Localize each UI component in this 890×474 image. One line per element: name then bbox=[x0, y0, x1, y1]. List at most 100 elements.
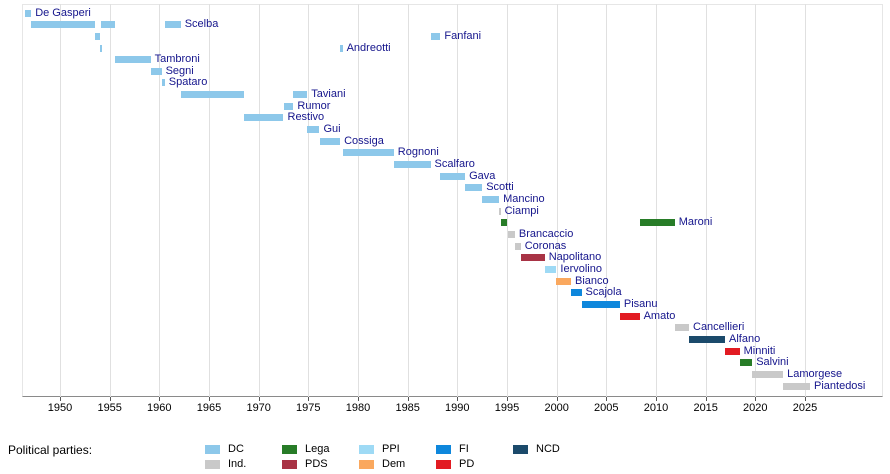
minister-label-iervolino[interactable]: Iervolino bbox=[560, 262, 602, 275]
legend-label-PPI: PPI bbox=[382, 443, 400, 455]
minister-label-piantedosi[interactable]: Piantedosi bbox=[814, 379, 866, 392]
axis-tick-label: 2020 bbox=[743, 402, 768, 414]
plot-border bbox=[22, 4, 883, 397]
gridline-2010 bbox=[656, 4, 657, 397]
axis-tick-label: 1980 bbox=[345, 402, 371, 414]
timeline-bar-gui bbox=[307, 126, 320, 134]
legend-label-NCD: NCD bbox=[536, 443, 560, 455]
axis-tick-1975 bbox=[308, 397, 310, 401]
timeline-bar-fanfani bbox=[95, 32, 101, 40]
gridline-1985 bbox=[407, 4, 409, 397]
minister-label-de-gasperi[interactable]: De Gasperi bbox=[35, 6, 91, 19]
axis-tick-label: 1985 bbox=[395, 402, 420, 414]
legend-label-FI: FI bbox=[459, 443, 469, 455]
minister-label-amato[interactable]: Amato bbox=[643, 309, 676, 322]
timeline-bar-mancino bbox=[482, 196, 500, 203]
minister-label-napolitano[interactable]: Napolitano bbox=[548, 251, 602, 264]
minister-label-brancaccio[interactable]: Brancaccio bbox=[518, 228, 574, 240]
axis-tick-label: 2005 bbox=[594, 402, 619, 414]
axis-tick-label: 1975 bbox=[296, 402, 321, 414]
timeline-bar-segni bbox=[150, 67, 162, 75]
legend-label-DC: DC bbox=[228, 443, 244, 455]
minister-label-scotti[interactable]: Scotti bbox=[486, 181, 514, 194]
minister-label-segni[interactable]: Segni bbox=[165, 64, 194, 77]
timeline-bar-scotti bbox=[465, 184, 483, 192]
minister-label-scajola[interactable]: Scajola bbox=[585, 286, 622, 299]
minister-label-restivo[interactable]: Restivo bbox=[287, 111, 325, 124]
minister-label-cancellieri[interactable]: Cancellieri bbox=[693, 321, 745, 334]
axis-tick-1990 bbox=[457, 397, 459, 401]
timeline-bar-brancaccio bbox=[507, 231, 515, 238]
minister-label-rumor[interactable]: Rumor bbox=[297, 99, 331, 112]
minister-label-scalfaro[interactable]: Scalfaro bbox=[434, 158, 475, 170]
axis-tick-label: 1955 bbox=[97, 402, 122, 414]
axis-tick-label: 1995 bbox=[494, 402, 520, 414]
legend-label-Dem: Dem bbox=[382, 458, 406, 470]
axis-tick-label: 1960 bbox=[147, 402, 172, 414]
axis-tick-label: 1950 bbox=[47, 402, 73, 414]
legend-swatch-Dem bbox=[359, 460, 374, 469]
timeline-bar-lamorgese bbox=[752, 370, 784, 378]
minister-label-salvini[interactable]: Salvini bbox=[756, 356, 789, 369]
gridline-2005 bbox=[606, 4, 608, 397]
timeline-bar-scajola bbox=[571, 289, 582, 297]
axis-tick-1950 bbox=[60, 397, 61, 401]
timeline-bar-minniti bbox=[725, 347, 740, 355]
legend-label-Lega: Lega bbox=[305, 443, 330, 455]
timeline-bar-andreotti bbox=[100, 44, 102, 52]
minister-label-coronas[interactable]: Coronas bbox=[524, 239, 567, 252]
timeline-bar-gava bbox=[440, 172, 465, 180]
minister-label-minniti[interactable]: Minniti bbox=[743, 344, 776, 357]
axis-tick-label: 1990 bbox=[445, 402, 470, 414]
minister-label-andreotti[interactable]: Andreotti bbox=[346, 41, 391, 54]
minister-label-lamorgese[interactable]: Lamorgese bbox=[787, 367, 843, 380]
timeline-bar-taviani bbox=[293, 91, 308, 99]
axis-tick-label: 1970 bbox=[246, 402, 271, 414]
legend-swatch-Ind bbox=[205, 460, 220, 469]
gridline-1950 bbox=[60, 4, 61, 397]
minister-label-mancino[interactable]: Mancino bbox=[503, 193, 545, 205]
timeline-bar-restivo bbox=[243, 114, 284, 122]
timeline-bar-ciampi bbox=[499, 207, 501, 215]
timeline-bar-andreotti bbox=[340, 44, 343, 52]
axis-tick-1965 bbox=[209, 397, 210, 401]
axis-tick-label: 2025 bbox=[792, 402, 818, 414]
minister-label-cossiga[interactable]: Cossiga bbox=[344, 134, 384, 147]
axis-tick-2020 bbox=[755, 397, 757, 401]
legend-label-Ind: Ind. bbox=[228, 458, 247, 470]
minister-label-ciampi[interactable]: Ciampi bbox=[504, 204, 539, 217]
axis-tick-1955 bbox=[109, 397, 111, 401]
legend-swatch-PPI bbox=[359, 445, 374, 454]
minister-label-tambroni[interactable]: Tambroni bbox=[154, 53, 200, 66]
timeline-bar-spataro bbox=[161, 79, 165, 87]
axis-tick-label: 2000 bbox=[544, 402, 569, 414]
timeline-bar-napolitano bbox=[520, 254, 545, 262]
timeline-bar-tambroni bbox=[114, 56, 151, 64]
minister-label-bianco[interactable]: Bianco bbox=[575, 274, 609, 287]
gridline-1960 bbox=[159, 4, 161, 397]
legend-swatch-PDS bbox=[282, 460, 297, 469]
timeline-bar-rumor bbox=[283, 102, 294, 110]
minister-label-maroni[interactable]: Maroni bbox=[678, 216, 713, 229]
timeline-bar-fanfani bbox=[430, 32, 441, 40]
minister-label-taviani[interactable]: Taviani bbox=[311, 88, 346, 101]
timeline-bar-iervolino bbox=[544, 265, 557, 273]
minister-label-pisanu[interactable]: Pisanu bbox=[623, 297, 658, 310]
axis-tick-1995 bbox=[507, 397, 508, 401]
minister-label-alfano[interactable]: Alfano bbox=[729, 332, 761, 345]
minister-label-gui[interactable]: Gui bbox=[323, 123, 341, 136]
gridline-2020 bbox=[755, 4, 757, 397]
gridline-1980 bbox=[358, 4, 359, 397]
minister-label-gava[interactable]: Gava bbox=[469, 169, 496, 182]
minister-label-rognoni[interactable]: Rognoni bbox=[397, 146, 439, 159]
axis-tick-2000 bbox=[556, 397, 558, 401]
timeline-bar-piantedosi bbox=[783, 382, 810, 390]
timeline-bar-maroni bbox=[500, 219, 508, 227]
minister-label-spataro[interactable]: Spataro bbox=[168, 76, 208, 89]
timeline-bar-pisanu bbox=[581, 300, 620, 308]
minister-label-scelba[interactable]: Scelba bbox=[184, 18, 219, 31]
minister-label-fanfani[interactable]: Fanfani bbox=[444, 29, 482, 42]
gridline-2000 bbox=[556, 4, 558, 397]
timeline-bar-scalfaro bbox=[393, 161, 431, 168]
